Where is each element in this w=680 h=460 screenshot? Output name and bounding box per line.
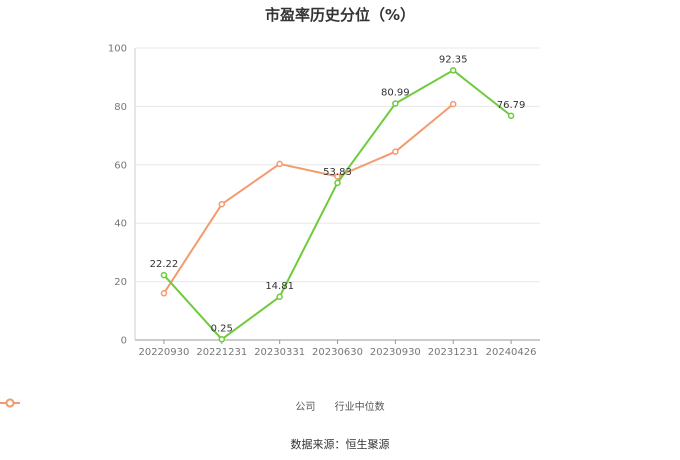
legend-label-industry: 行业中位数 (334, 402, 385, 413)
data-point-company (507, 112, 515, 120)
data-label: 14.81 (265, 281, 294, 292)
x-tick-label: 20220930 (138, 347, 189, 358)
legend: 公司 行业中位数 (0, 398, 680, 413)
data-point-industry (218, 200, 226, 208)
data-label: 53.83 (323, 167, 352, 178)
y-tick-label: 100 (108, 44, 127, 55)
x-tick-label: 20230930 (370, 347, 421, 358)
legend-item-company[interactable]: 公司 (0, 398, 316, 413)
data-label: 76.79 (497, 100, 526, 111)
data-point-industry (392, 148, 399, 155)
data-point-company (392, 100, 399, 107)
x-tick-label: 20230331 (254, 347, 305, 358)
data-point-company (160, 271, 168, 279)
data-point-industry (160, 290, 168, 297)
legend-label-company: 公司 (295, 402, 316, 413)
series-line-company (163, 69, 512, 341)
series-line-industry (163, 103, 454, 294)
data-label: 22.22 (150, 259, 179, 270)
x-tick-label: 20230630 (312, 347, 363, 358)
x-tick-label: 20240426 (486, 347, 537, 358)
data-point-company (276, 293, 283, 301)
legend-item-industry[interactable]: 行业中位数 (0, 398, 385, 413)
data-point-industry (334, 173, 341, 180)
data-point-company (334, 179, 341, 187)
data-point-company (218, 336, 226, 343)
x-tick-label: 20231231 (428, 347, 479, 358)
y-tick-label: 20 (114, 277, 127, 288)
data-label: 92.35 (439, 54, 468, 65)
data-label: 80.99 (381, 88, 410, 99)
data-point-industry (276, 160, 283, 168)
data-label: 0.25 (211, 323, 233, 334)
data-point-company (449, 67, 457, 74)
source-note: 数据来源：恒生聚源 (290, 438, 390, 451)
x-tick-label: 20221231 (196, 347, 247, 358)
legend-swatch-industry (0, 398, 20, 408)
y-tick-label: 80 (114, 102, 127, 113)
y-tick-label: 0 (121, 336, 127, 347)
y-tick-label: 40 (114, 219, 127, 230)
data-point-industry (449, 100, 457, 108)
y-tick-label: 60 (114, 160, 127, 171)
chart-title: 市盈率历史分位（%） (264, 6, 416, 24)
